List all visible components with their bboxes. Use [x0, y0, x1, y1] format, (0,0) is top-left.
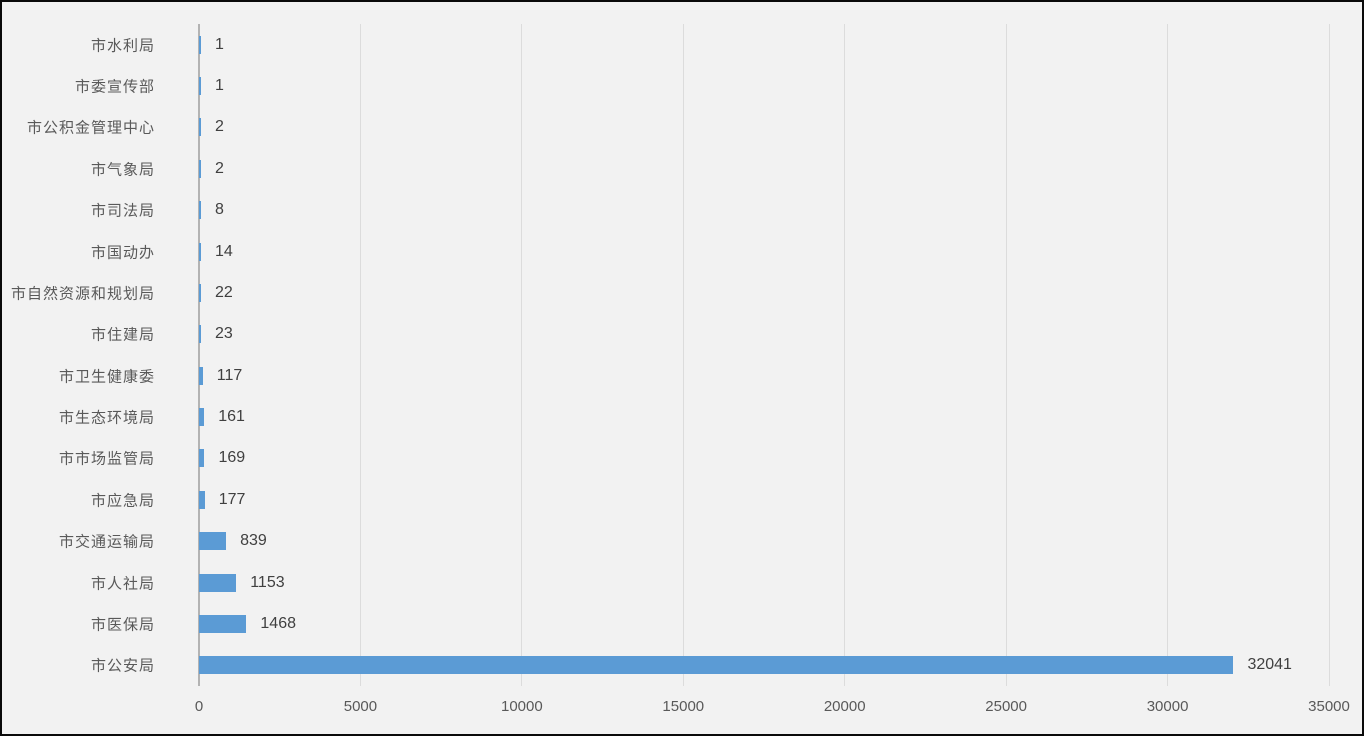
bar — [199, 532, 227, 551]
bar-row: 市国动办 14 — [91, 231, 1329, 272]
bar — [199, 118, 201, 137]
category-label: 市公安局 — [90, 657, 155, 675]
category-label: 市委宣传部 — [74, 78, 155, 96]
plot-area: 市水利局 1 市委宣传部 1 市公积金管理中心 2 市气象局 2 市司法局 8 市国动办 14 市自然资… — [11, 24, 1330, 686]
category-label: 市生态环境局 — [58, 409, 155, 427]
category-label: 市交通运输局 — [58, 533, 155, 551]
x-tick-label: 25000 — [985, 698, 1027, 715]
bar — [199, 242, 201, 261]
bar — [199, 573, 237, 592]
bar-row: 市公积金管理中心 2 — [27, 107, 1329, 148]
bar — [199, 159, 201, 178]
category-label: 市应急局 — [90, 492, 155, 510]
category-label: 市气象局 — [90, 161, 155, 179]
value-label: 14 — [215, 242, 233, 260]
value-label: 8 — [215, 201, 224, 219]
bar-row: 市气象局 2 — [91, 148, 1329, 189]
bar-row: 市委宣传部 1 — [75, 65, 1329, 106]
category-label: 市卫生健康委 — [58, 368, 155, 386]
bar-row: 市水利局 1 — [91, 24, 1329, 65]
value-label: 23 — [215, 325, 233, 343]
gridline — [359, 24, 361, 686]
bar — [199, 77, 201, 96]
x-tick-label: 35000 — [1308, 698, 1350, 715]
bar — [199, 325, 201, 344]
category-label: 市市场监管局 — [58, 450, 155, 468]
bar-row: 市自然资源和规划局 22 — [11, 272, 1329, 313]
value-label: 177 — [218, 490, 246, 508]
x-tick-label: 5000 — [343, 698, 378, 715]
value-label: 1 — [215, 77, 224, 95]
bar-row: 市公安局 32041 — [91, 645, 1329, 686]
value-label: 1153 — [250, 573, 285, 591]
value-label: 2 — [215, 159, 224, 177]
gridline — [844, 24, 846, 686]
bar — [199, 449, 205, 468]
x-tick-label: 10000 — [500, 698, 543, 715]
category-label: 市司法局 — [90, 202, 155, 220]
x-tick-label: 30000 — [1146, 698, 1189, 715]
value-label: 169 — [218, 449, 246, 467]
gridline — [1328, 24, 1330, 686]
gridline — [1167, 24, 1169, 686]
bar — [199, 408, 205, 427]
value-label: 117 — [216, 366, 243, 384]
category-label: 市自然资源和规划局 — [10, 285, 155, 303]
bar — [199, 366, 203, 385]
x-axis: 0 5000 10000 15000 20000 25000 30000 35000 — [195, 698, 1350, 722]
category-label: 市公积金管理中心 — [26, 119, 155, 137]
bar-row: 市应急局 177 — [91, 479, 1329, 520]
value-label: 161 — [218, 408, 245, 426]
bar — [199, 35, 201, 54]
x-tick-label: 15000 — [662, 698, 705, 715]
bar-row: 市司法局 8 — [91, 190, 1329, 231]
bar — [199, 201, 201, 220]
category-label: 市水利局 — [90, 37, 155, 55]
bar-row: 市医保局 1468 — [91, 603, 1329, 644]
bar — [199, 490, 205, 509]
gridline — [521, 24, 523, 686]
category-label: 市医保局 — [90, 616, 155, 634]
x-tick-label: 0 — [194, 698, 204, 715]
category-label: 市国动办 — [90, 244, 155, 262]
value-label: 839 — [240, 532, 267, 550]
bar — [199, 614, 247, 633]
bar-row: 市住建局 23 — [91, 314, 1329, 355]
category-label: 市住建局 — [90, 326, 155, 344]
value-label: 1 — [215, 35, 224, 53]
value-label: 32041 — [1247, 656, 1292, 674]
x-tick-label: 20000 — [823, 698, 866, 715]
category-axis-line — [198, 24, 200, 686]
bar-row: 市交通运输局 839 — [59, 521, 1329, 562]
gridline — [682, 24, 684, 686]
bar-row: 市人社局 1153 — [91, 562, 1329, 603]
value-label: 22 — [215, 283, 233, 301]
bar — [199, 656, 1234, 675]
gridline — [1005, 24, 1007, 686]
bar-row: 市市场监管局 169 — [59, 438, 1329, 479]
bar — [199, 283, 201, 302]
category-label: 市人社局 — [90, 575, 155, 593]
bar-row: 市卫生健康委 117 — [59, 355, 1329, 396]
bar-row: 市生态环境局 161 — [59, 396, 1329, 437]
value-label: 2 — [215, 118, 224, 136]
value-label: 1468 — [260, 614, 296, 632]
